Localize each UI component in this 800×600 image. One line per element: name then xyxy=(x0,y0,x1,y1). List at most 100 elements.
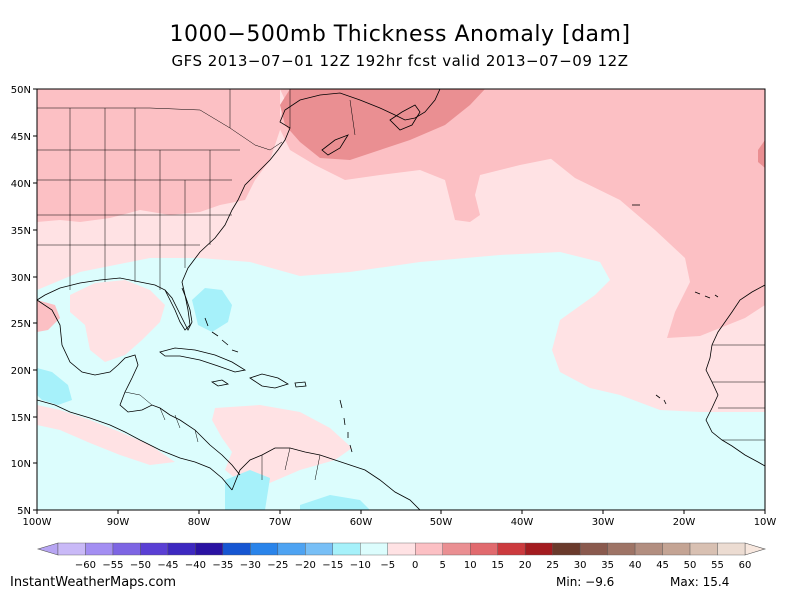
legend-swatch xyxy=(360,542,388,556)
legend-arrow-low xyxy=(36,542,59,556)
lon-label-80w: 80W xyxy=(188,517,211,528)
anomaly-zone-5-10-florida xyxy=(37,300,60,332)
lat-label-15n: 15N xyxy=(11,413,31,424)
anomaly-zone-neg10-neg5-mexico xyxy=(37,368,72,405)
anomaly-zone-gulf xyxy=(70,280,165,362)
legend-arrow-high xyxy=(744,542,767,556)
coastline-antilles xyxy=(339,399,353,453)
lon-label-60w: 60W xyxy=(350,517,373,528)
legend-label: −15 xyxy=(322,560,343,571)
lat-label-5n: 5N xyxy=(17,506,31,517)
legend-label: 30 xyxy=(574,560,587,571)
longitude-axis xyxy=(36,510,766,514)
anomaly-zone-neg10-neg5-bahamas xyxy=(192,288,232,332)
lon-label-40w: 40W xyxy=(511,517,534,528)
border-south-america xyxy=(261,447,321,481)
legend-label: −45 xyxy=(157,560,178,571)
lon-label-30w: 30W xyxy=(592,517,615,528)
legend-label: 5 xyxy=(440,560,446,571)
legend-swatch xyxy=(85,542,114,556)
coastline-puerto-rico xyxy=(294,381,307,388)
legend-label: −35 xyxy=(212,560,233,571)
legend-label: −25 xyxy=(267,560,288,571)
lon-label-90w: 90W xyxy=(107,517,130,528)
coastline-newfoundland xyxy=(389,104,421,131)
lat-label-50n: 50N xyxy=(11,85,31,96)
lon-label-70w: 70W xyxy=(269,517,292,528)
legend-label: −10 xyxy=(350,560,371,571)
lat-label-20n: 20N xyxy=(11,366,31,377)
latitude-axis xyxy=(33,88,37,511)
legend-label: 45 xyxy=(656,560,669,571)
legend-label: −20 xyxy=(295,560,316,571)
coastline-us-east xyxy=(37,89,441,331)
legend-label: −60 xyxy=(75,560,96,571)
anomaly-zone-5-10-west xyxy=(37,89,280,222)
map-subtitle: GFS 2013−07−01 12Z 192hr fcst valid 2013… xyxy=(171,52,629,70)
legend-label: 40 xyxy=(629,560,642,571)
legend-swatch xyxy=(305,542,334,556)
legend-swatch xyxy=(250,542,279,556)
anomaly-zone-10-15-east xyxy=(758,140,765,168)
legend-label: −55 xyxy=(102,560,123,571)
legend-swatch xyxy=(387,542,416,556)
map-frame xyxy=(36,88,766,511)
anomaly-zone-central-america xyxy=(37,405,175,465)
legend-swatch xyxy=(524,542,553,556)
coastline-pacific xyxy=(37,399,233,491)
lat-label-10n: 10N xyxy=(11,459,31,470)
legend-label: −50 xyxy=(130,560,151,571)
legend-label: 50 xyxy=(684,560,697,571)
border-africa xyxy=(712,344,765,441)
coastline-bahamas xyxy=(204,317,239,353)
coastline-cuba xyxy=(159,347,247,373)
borders xyxy=(37,89,765,481)
legend-swatch xyxy=(277,542,306,556)
lon-label-100w: 100W xyxy=(23,517,52,528)
legend-swatch xyxy=(497,542,526,556)
coastline-nova-scotia xyxy=(321,134,349,156)
coastline-hispaniola xyxy=(249,373,289,389)
legend-label: −30 xyxy=(240,560,261,571)
lat-label-25n: 25N xyxy=(11,319,31,330)
state-borders-cols xyxy=(69,108,211,290)
legend-swatch xyxy=(112,542,141,556)
legend-swatch xyxy=(579,542,608,556)
legend-label: 15 xyxy=(491,560,504,571)
legend-label: −5 xyxy=(380,560,395,571)
legend-swatch xyxy=(552,542,581,556)
anomaly-field xyxy=(37,89,765,510)
legend-label: 60 xyxy=(739,560,752,571)
legend-label: 20 xyxy=(519,560,532,571)
lat-label-45n: 45N xyxy=(11,132,31,143)
coastline-canary-islands xyxy=(694,291,719,299)
color-legend: −60 −55 −50 −45 −40 −35 −30 −25 −20 −15 −10 −5 0 5 10 1… xyxy=(36,542,767,571)
border-mexico-guatemala xyxy=(124,391,153,406)
min-value: Min: −9.6 xyxy=(556,575,615,589)
legend-swatch xyxy=(167,542,196,556)
border-canada-provinces xyxy=(229,89,356,136)
map-title: 1000−500mb Thickness Anomaly [dam] xyxy=(169,22,631,47)
border-central-america xyxy=(159,407,199,443)
lon-label-10w: 10W xyxy=(754,517,777,528)
lon-label-20w: 20W xyxy=(673,517,696,528)
max-value: Max: 15.4 xyxy=(670,575,730,589)
legend-label: 55 xyxy=(711,560,724,571)
site-credit: InstantWeatherMaps.com xyxy=(10,575,177,590)
legend-label: 25 xyxy=(546,560,559,571)
anomaly-zone-10-15 xyxy=(280,89,485,160)
legend-label: 0 xyxy=(412,560,418,571)
anomaly-zone-neg10-neg5-south2 xyxy=(300,495,370,510)
legend-swatch xyxy=(470,542,498,556)
legend-swatch xyxy=(140,542,169,556)
coastline-mexico xyxy=(37,299,241,476)
longitude-labels: 100W 90W 80W 70W 60W 50W 40W 30W 20W 10W xyxy=(23,517,777,528)
legend-swatch xyxy=(607,542,636,556)
latitude-labels: 50N 45N 40N 35N 30N 25N 20N 15N 10N 5N xyxy=(11,85,31,517)
legend-swatch xyxy=(415,542,443,556)
anomaly-zone-5-10 xyxy=(37,89,765,338)
coastline-cape-verde xyxy=(655,394,667,405)
legend-swatch xyxy=(442,542,471,556)
lat-label-30n: 30N xyxy=(11,273,31,284)
